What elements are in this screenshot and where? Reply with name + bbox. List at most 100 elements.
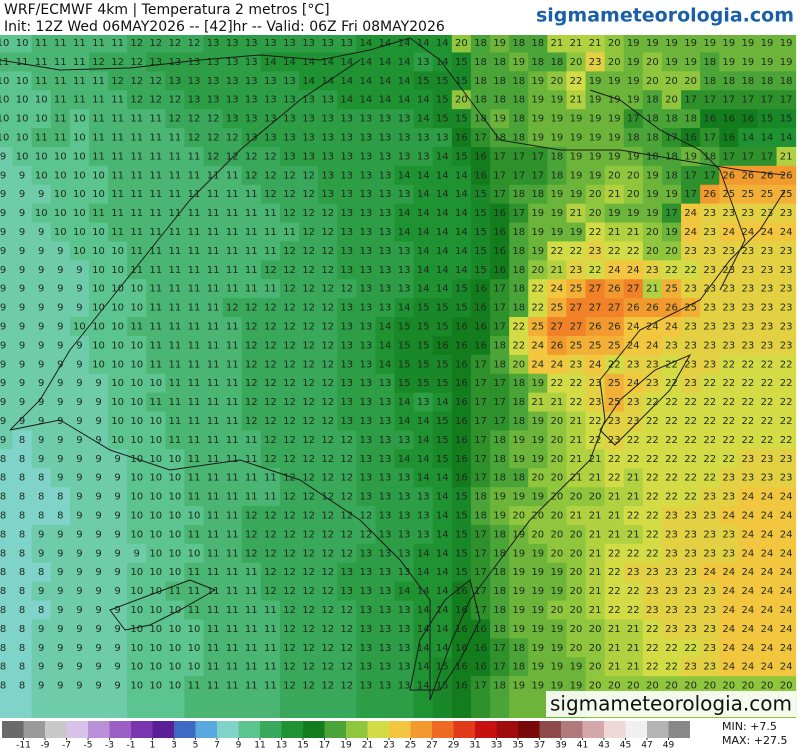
temperature-value: 12 [169,114,182,125]
temperature-value: 15 [474,189,487,200]
temperature-value: 12 [283,397,296,408]
temperature-value: 13 [398,681,411,692]
temperature-value: 9 [95,643,101,654]
temperature-value: 19 [531,95,544,106]
temperature-value: 13 [379,208,392,219]
temperature-cell [451,71,472,91]
temperature-value: 16 [474,322,487,333]
temperature-value: 13 [321,189,334,200]
temperature-value: 11 [207,208,220,219]
temperature-value: 17 [474,605,487,616]
temperature-value: 21 [608,189,621,200]
temperature-cell [184,165,205,186]
temperature-value: 11 [169,416,182,427]
temperature-value: 15 [455,151,468,162]
temperature-value: 11 [111,208,124,219]
temperature-value: 12 [245,397,258,408]
temperature-value: 18 [512,473,525,484]
temperature-cell [375,128,396,148]
temperature-value: 23 [761,208,774,219]
temperature-value: 11 [169,265,182,276]
temperature-value: 22 [570,397,583,408]
temperature-value: 15 [436,454,449,465]
temperature-value: 22 [665,435,678,446]
temperature-value: 13 [398,529,411,540]
temperature-value: 8 [19,473,25,484]
temperature-value: 19 [627,38,640,49]
temperature-value: 15 [474,246,487,257]
temperature-value: 10 [111,397,124,408]
temperature-value: 20 [531,529,544,540]
temperature-value: 19 [531,246,544,257]
temperature-value: 9 [76,624,82,635]
temperature-cell [127,90,147,110]
temperature-cell [394,109,415,129]
temperature-value: 18 [493,340,506,351]
temperature-value: 19 [589,114,602,125]
temperature-value: 9 [76,529,82,540]
temperature-value: 13 [360,643,373,654]
temperature-value: 23 [665,529,678,540]
temperature-value: 13 [360,681,373,692]
temperature-value: 22 [703,435,716,446]
temperature-value: 9 [38,246,44,257]
temperature-value: 13 [226,95,239,106]
temperature-value: 22 [703,473,716,484]
temperature-cell [661,184,682,205]
temperature-cell [375,184,396,205]
temperature-value: 26 [780,170,793,181]
temperature-value: 10 [169,567,182,578]
temperature-value: 11 [188,435,201,446]
temperature-cell [470,128,491,148]
temperature-value: 10 [188,548,201,559]
temperature-value: 21 [627,624,640,635]
temperature-value: 11 [207,322,220,333]
temperature-value: 13 [398,284,411,295]
temperature-cell [299,33,319,53]
temperature-value: 22 [646,416,659,427]
temperature-value: 11 [226,435,239,446]
temperature-value: 23 [684,548,697,559]
temperature-cell [509,165,529,186]
temperature-value: 12 [321,303,334,314]
temperature-cell [470,90,491,110]
temperature-value: 11 [35,76,48,87]
temperature-value: 13 [360,586,373,597]
temperature-cell [108,52,128,72]
temperature-value: 17 [474,359,487,370]
temperature-value: 21 [531,397,544,408]
temperature-value: 9 [57,643,63,654]
temperature-value: 10 [169,681,182,692]
colorbar-swatch [2,721,24,738]
temperature-cell [31,52,52,72]
temperature-value: 9 [95,605,101,616]
temperature-value: 10 [149,567,162,578]
temperature-value: 19 [493,114,506,125]
temperature-cell [432,128,453,148]
temperature-value: 13 [302,133,315,144]
temperature-cell [337,184,357,205]
temperature-value: 24 [780,662,793,673]
temperature-value: 10 [54,227,67,238]
temperature-value: 12 [321,265,334,276]
colorbar-tick-label: 41 [577,741,588,751]
temperature-value: 19 [608,133,621,144]
temperature-value: 20 [665,681,678,692]
colorbar-tick-label: 19 [340,741,352,751]
temperature-value: 19 [493,38,506,49]
temperature-value: 13 [379,378,392,389]
temperature-value: 9 [76,605,82,616]
temperature-cell [623,165,644,186]
colorbar-tick-label: 25 [405,741,416,751]
temperature-value: 21 [570,435,583,446]
temperature-value: 23 [684,605,697,616]
temperature-value: 12 [283,492,296,503]
temperature-value: 18 [493,605,506,616]
temperature-cell [356,109,376,129]
temperature-value: 20 [589,624,602,635]
temperature-value: 20 [780,681,793,692]
temperature-value: 23 [761,246,774,257]
temperature-cell [88,52,109,72]
temperature-value: 23 [722,322,735,333]
temperature-value: 12 [321,454,334,465]
